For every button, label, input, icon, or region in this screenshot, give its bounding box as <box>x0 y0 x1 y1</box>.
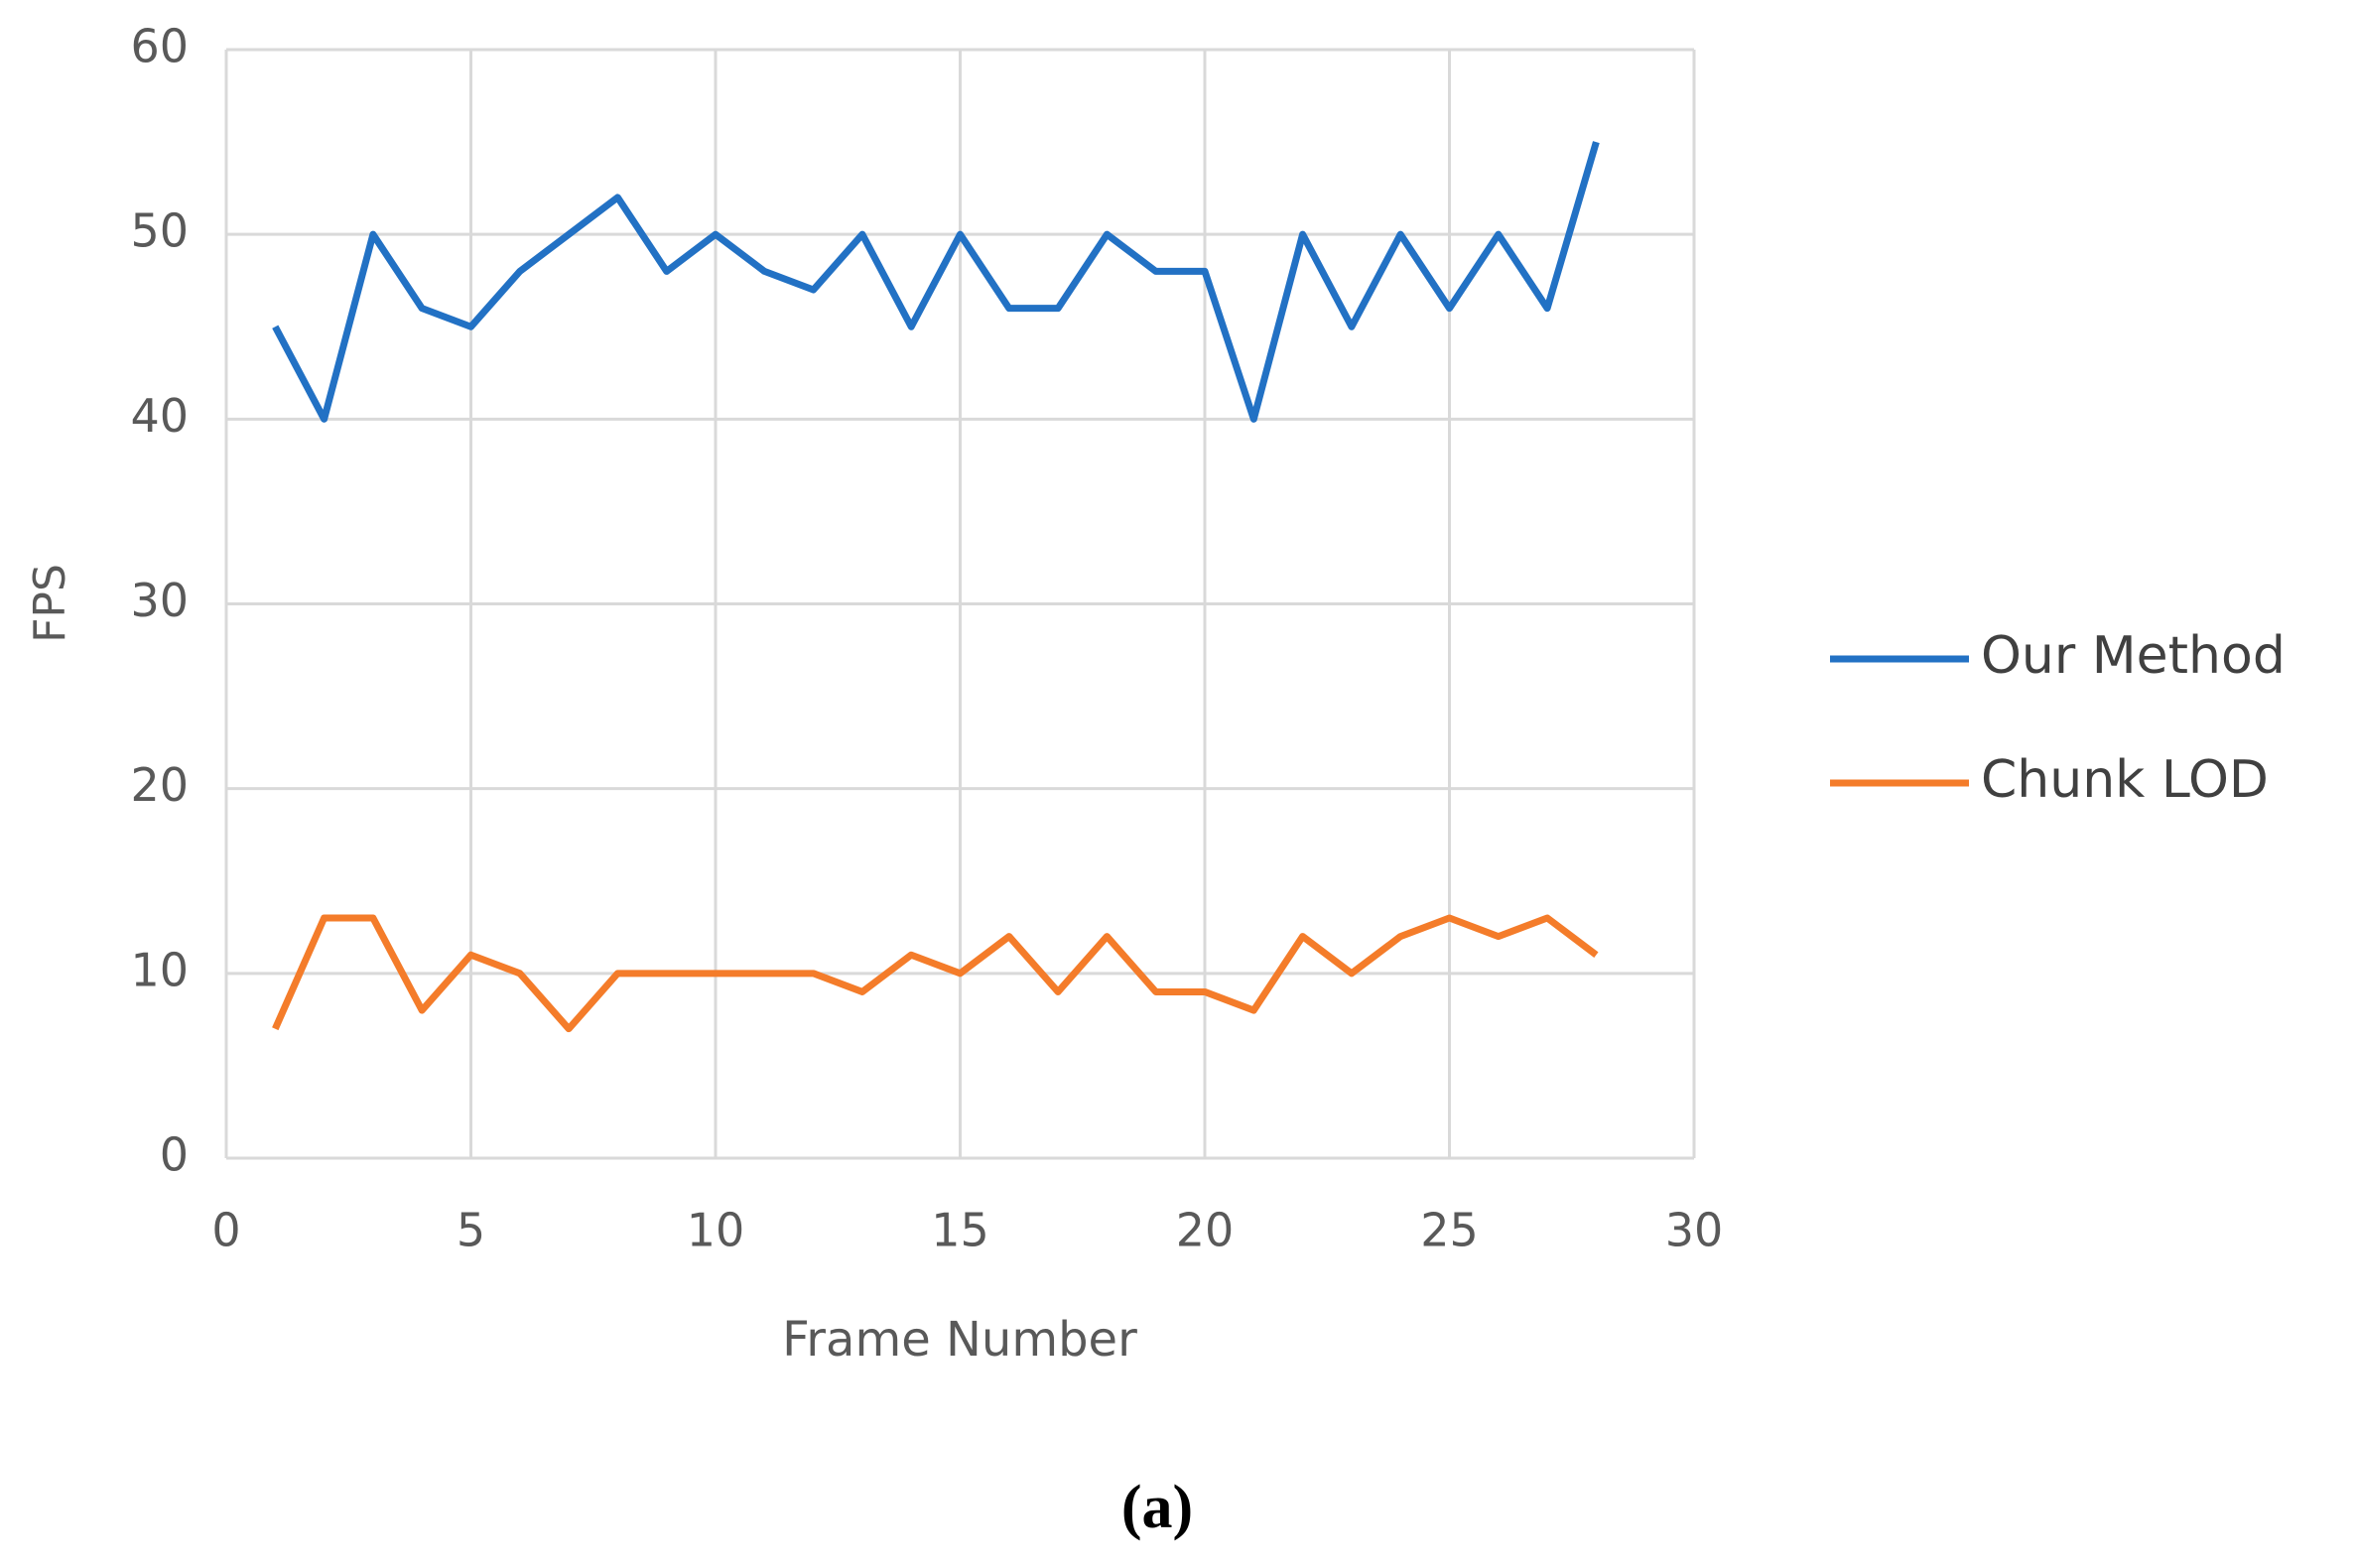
x-tick-label: 15 <box>931 1204 989 1257</box>
x-axis-title: Frame Number <box>782 1312 1137 1368</box>
x-tick-label: 10 <box>687 1204 745 1257</box>
x-tick-label: 25 <box>1420 1204 1479 1257</box>
data-line <box>272 914 1599 1033</box>
y-axis-title: FPS <box>25 564 75 643</box>
y-tick-label: 30 <box>130 574 189 627</box>
data-line <box>272 141 1600 423</box>
y-tick-label: 60 <box>130 20 189 73</box>
y-tick-label: 20 <box>130 758 189 812</box>
y-tick-label: 10 <box>130 943 189 996</box>
x-tick-label: 30 <box>1665 1204 1724 1257</box>
y-tick-label: 50 <box>130 204 189 258</box>
x-tick-label: 20 <box>1176 1204 1235 1257</box>
y-tick-label: 0 <box>160 1128 189 1182</box>
caption: (a) <box>1121 1474 1193 1541</box>
legend-label: Our Method <box>1981 626 2286 686</box>
x-tick-label: 0 <box>211 1204 240 1257</box>
y-tick-label: 40 <box>130 389 189 443</box>
x-tick-label: 5 <box>457 1204 485 1257</box>
legend-label: Chunk LOD <box>1981 750 2269 810</box>
